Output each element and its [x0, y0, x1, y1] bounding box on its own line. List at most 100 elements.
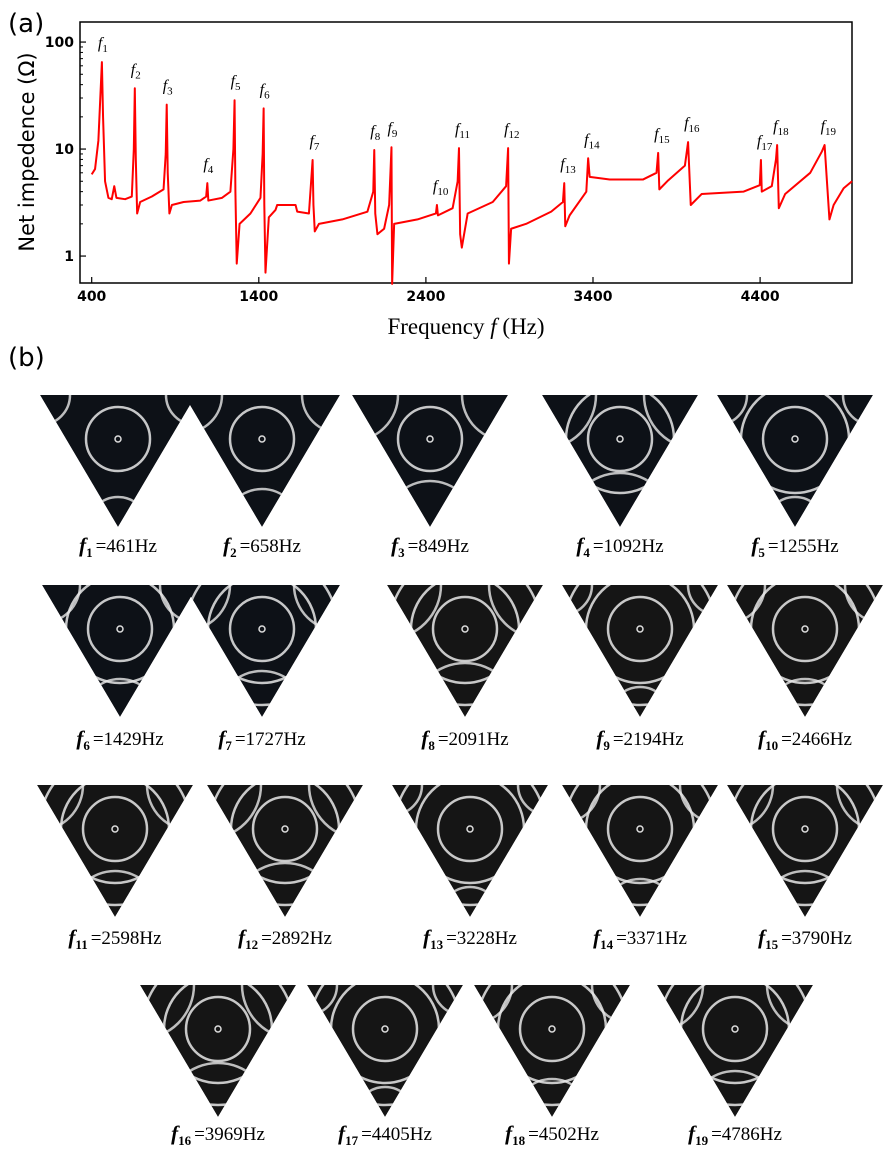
peak-label-sub: 6 [264, 89, 270, 101]
mode-photo [687, 365, 888, 557]
mode-frequency: =461Hz [96, 536, 157, 557]
peak-label: f15 [654, 126, 670, 146]
mode-photo [243, 887, 527, 1149]
plate [657, 985, 813, 1117]
mode-sub: 11 [75, 937, 87, 952]
mode-sub: 12 [245, 937, 258, 952]
mode-caption: f15=3790Hz [758, 925, 852, 952]
peak-label-sub: 12 [509, 129, 520, 141]
mode-photo [146, 357, 378, 565]
mode-frequency: =1429Hz [93, 729, 164, 750]
peak-label: f18 [773, 118, 789, 138]
mode-photo [10, 365, 226, 557]
peak-label: f8 [370, 123, 380, 143]
peak-label-sub: 2 [135, 69, 141, 81]
peak-label-sub: 4 [208, 164, 214, 176]
mode-frequency: =1092Hz [593, 536, 664, 557]
mode-sub: 4 [583, 545, 590, 560]
peak-label-sub: 11 [459, 129, 470, 141]
y-tick-label: 100 [45, 35, 74, 51]
mode-sub: 9 [603, 738, 610, 753]
mode-sub: 19 [695, 1133, 709, 1148]
mode-caption: f16=3969Hz [171, 1121, 265, 1148]
peak-label-sub: 1 [102, 43, 108, 55]
mode-frequency: =3790Hz [781, 928, 852, 949]
plate [727, 785, 883, 917]
mode-frequency: =2598Hz [91, 928, 162, 949]
mode-sub: 16 [178, 1133, 192, 1148]
mode-frequency: =658Hz [240, 536, 301, 557]
mode-sub: 6 [83, 738, 90, 753]
mode-caption: f17=4405Hz [338, 1121, 432, 1148]
plate [474, 985, 630, 1117]
mode-caption: f11=2598Hz [68, 925, 161, 952]
peak-label: f12 [504, 121, 519, 141]
plate [140, 985, 296, 1117]
peak-label: f14 [584, 131, 600, 151]
mode-caption: f12=2892Hz [238, 925, 332, 952]
mode-frequency: =2091Hz [438, 729, 509, 750]
mode-photo [76, 887, 360, 1149]
y-tick-label: 1 [64, 249, 74, 265]
peak-label: f19 [821, 118, 837, 138]
mode-frequency: =1727Hz [235, 729, 306, 750]
mode-frequency: =3371Hz [616, 928, 687, 949]
peak-label-sub: 9 [392, 128, 398, 140]
peak-label: f2 [131, 61, 141, 81]
x-tick-label: 2400 [406, 289, 445, 305]
peak-label: f13 [560, 156, 576, 176]
peak-label-sub: 10 [437, 186, 449, 198]
peak-label: f10 [433, 178, 449, 198]
plate [727, 585, 883, 717]
peak-label: f11 [455, 121, 470, 141]
mode-frequency: =4502Hz [528, 1124, 599, 1145]
mode-frequency: =2466Hz [781, 729, 852, 750]
mode-frequency: =1255Hz [768, 536, 839, 557]
peak-label: f4 [203, 156, 213, 176]
mode-caption: f6=1429Hz [76, 726, 163, 753]
mode-photo [4, 547, 236, 755]
mode-caption: f3=849Hz [391, 533, 469, 560]
panel-label: (a) [8, 9, 44, 39]
mode-sub: 15 [765, 937, 779, 952]
mode-sub: 14 [600, 937, 614, 952]
mode-photo [532, 553, 748, 747]
peak-label-sub: 16 [689, 123, 701, 135]
mode-caption: f8=2091Hz [421, 726, 508, 753]
mode-sub: 18 [512, 1133, 526, 1148]
y-axis-label: Net impedence (Ω) [15, 52, 39, 251]
peak-label-sub: 19 [825, 126, 837, 138]
plate [184, 395, 340, 527]
mode-sub: 2 [230, 545, 237, 560]
plate [352, 395, 508, 527]
mode-sub: 10 [765, 738, 778, 753]
peak-label-sub: 14 [589, 139, 601, 151]
mode-frequency: =3969Hz [194, 1124, 265, 1145]
mode-caption: f2=658Hz [223, 533, 301, 560]
y-tick-label: 10 [55, 142, 75, 158]
peak-label: f5 [231, 73, 241, 93]
x-axis-label: Frequency f (Hz) [387, 314, 544, 339]
plate [42, 585, 198, 717]
mode-frequency: =4405Hz [361, 1124, 432, 1145]
x-tick-label: 4400 [741, 289, 780, 305]
plate [542, 395, 698, 527]
mode-sub: 8 [428, 738, 435, 753]
peak-label-sub: 17 [761, 141, 773, 153]
peak-label-sub: 5 [235, 81, 241, 93]
mode-frequency: =3228Hz [446, 928, 517, 949]
peak-label-sub: 7 [314, 141, 320, 153]
mode-caption: f18=4502Hz [505, 1121, 599, 1148]
x-axis-label-part: Frequency [387, 314, 490, 339]
mode-photo [571, 865, 888, 1149]
peak-label-sub: 8 [375, 131, 381, 143]
mode-frequency: =849Hz [408, 536, 469, 557]
mode-photo [410, 887, 694, 1149]
mode-caption: f19=4786Hz [688, 1121, 782, 1148]
figure: (a) (b) Net impedence (Ω) Frequency f (H… [0, 0, 888, 1149]
peak-label: f7 [309, 133, 319, 153]
peak-label: f3 [163, 78, 173, 98]
plate [387, 585, 543, 717]
mode-sub: 3 [398, 545, 405, 560]
mode-caption: f4=1092Hz [576, 533, 663, 560]
